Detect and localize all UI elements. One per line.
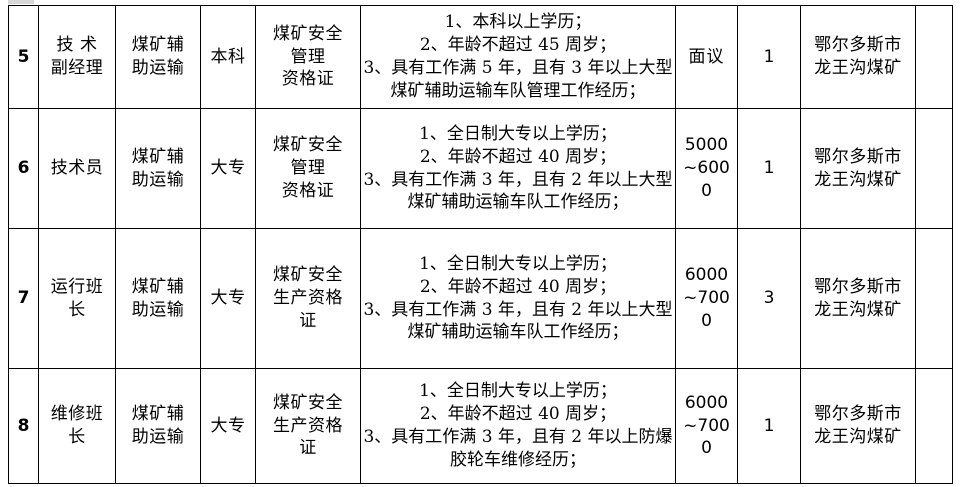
location-line-1: 鄂尔多斯市	[814, 35, 902, 56]
requirement-item: 1、本科以上学历；	[444, 12, 592, 33]
certificate-line-3: 证	[299, 310, 317, 331]
certificate-line-2: 管理	[290, 46, 326, 67]
requirements-cell: 1、全日制大专以上学历； 2、年龄不超过 40 周岁； 3、具有工作满 3 年，…	[360, 108, 676, 229]
recruitment-position-table: 5 技 术 副经理 煤矿辅 助运输 本科 煤矿安全 管理 资格证 1、本	[8, 5, 953, 484]
remark-cell	[915, 228, 953, 369]
table-row: 6 技术员 煤矿辅 助运输 大专 煤矿安全 管理 资格证 1、全日制大专以上学历…	[8, 108, 953, 229]
location-cell: 鄂尔多斯市 龙王沟煤矿	[800, 5, 916, 109]
certificate-cell: 煤矿安全 管理 资格证	[255, 108, 361, 229]
scan-artifact	[8, 0, 34, 4]
certificate-line-2: 生产资格	[273, 288, 343, 309]
headcount-cell: 1	[737, 108, 801, 229]
location-line-2: 龙王沟煤矿	[814, 427, 902, 447]
requirements-list: 1、全日制大专以上学历； 2、年龄不超过 40 周岁； 3、具有工作满 3 年，…	[363, 380, 673, 472]
certificate-line-3: 证	[299, 438, 317, 459]
location-line-1: 鄂尔多斯市	[814, 276, 902, 297]
position-line-2: 副经理	[50, 58, 104, 78]
position-line-1: 技 术	[56, 35, 98, 56]
requirement-item: 3、具有工作满 3 年，且有 2 年以上大型煤矿辅助运输车队工作经历；	[363, 299, 673, 343]
position-line-2: 长	[68, 299, 86, 320]
requirements-list: 1、全日制大专以上学历； 2、年龄不超过 40 周岁； 3、具有工作满 3 年，…	[363, 253, 673, 345]
certificate-line-3: 资格证	[281, 69, 335, 90]
certificate-line-1: 煤矿安全	[273, 392, 343, 413]
requirement-item: 3、具有工作满 3 年，且有 2 年以上大型煤矿辅助运输车队工作经历；	[363, 169, 673, 213]
department-line-1: 煤矿辅	[131, 404, 185, 425]
headcount-cell: 1	[737, 5, 801, 109]
location-cell: 鄂尔多斯市 龙王沟煤矿	[800, 108, 916, 229]
position-line-1: 维修班	[50, 404, 104, 425]
department-cell: 煤矿辅 助运输	[115, 108, 201, 229]
row-number: 8	[8, 368, 39, 484]
position-cell: 技 术 副经理	[38, 5, 116, 109]
row-number: 5	[8, 5, 39, 109]
remark-cell	[915, 368, 953, 484]
requirements-list: 1、本科以上学历； 2、年龄不超过 45 周岁； 3、具有工作满 5 年，且有 …	[363, 11, 673, 103]
requirements-cell: 1、全日制大专以上学历； 2、年龄不超过 40 周岁； 3、具有工作满 3 年，…	[360, 368, 676, 484]
requirement-item: 2、年龄不超过 40 周岁；	[419, 276, 617, 297]
certificate-line-3: 资格证	[281, 180, 335, 201]
table-row: 8 维修班 长 煤矿辅 助运输 大专 煤矿安全 生产资格 证 1、全日制	[8, 368, 953, 484]
location-line-2: 龙王沟煤矿	[814, 169, 902, 190]
requirement-item: 1、全日制大专以上学历；	[419, 123, 617, 144]
salary-cell: 6000~7000	[675, 368, 738, 484]
requirement-item: 2、年龄不超过 40 周岁；	[419, 146, 617, 167]
department-line-1: 煤矿辅	[131, 35, 185, 56]
department-line-2: 助运输	[131, 169, 185, 190]
location-line-2: 龙王沟煤矿	[814, 299, 902, 320]
education-cell: 大专	[200, 108, 256, 229]
position-cell: 技术员	[38, 108, 116, 229]
table-row: 5 技 术 副经理 煤矿辅 助运输 本科 煤矿安全 管理 资格证 1、本	[8, 5, 953, 109]
certificate-line-1: 煤矿安全	[273, 265, 343, 286]
certificate-line-2: 生产资格	[273, 415, 343, 436]
location-line-1: 鄂尔多斯市	[814, 404, 902, 425]
certificate-cell: 煤矿安全 生产资格 证	[255, 228, 361, 369]
position-line-2: 长	[68, 427, 86, 447]
salary-cell: 5000~6000	[675, 108, 738, 229]
department-cell: 煤矿辅 助运输	[115, 5, 201, 109]
headcount-cell: 3	[737, 228, 801, 369]
certificate-line-1: 煤矿安全	[273, 23, 343, 44]
salary-cell: 6000~7000	[675, 228, 738, 369]
department-line-1: 煤矿辅	[131, 276, 185, 297]
certificate-cell: 煤矿安全 生产资格 证	[255, 368, 361, 484]
requirements-cell: 1、全日制大专以上学历； 2、年龄不超过 40 周岁； 3、具有工作满 3 年，…	[360, 228, 676, 369]
salary-cell: 面议	[675, 5, 738, 109]
requirement-item: 2、年龄不超过 45 周岁；	[419, 35, 617, 56]
requirement-item: 1、全日制大专以上学历；	[419, 253, 617, 274]
location-line-2: 龙王沟煤矿	[814, 58, 902, 78]
education-cell: 大专	[200, 228, 256, 369]
row-number: 7	[8, 228, 39, 369]
department-line-2: 助运输	[131, 58, 185, 78]
position-cell: 运行班 长	[38, 228, 116, 369]
department-line-1: 煤矿辅	[131, 146, 185, 167]
certificate-line-1: 煤矿安全	[273, 135, 343, 156]
certificate-cell: 煤矿安全 管理 资格证	[255, 5, 361, 109]
requirement-item: 1、全日制大专以上学历；	[419, 381, 617, 402]
position-line-1: 运行班	[50, 276, 104, 297]
location-cell: 鄂尔多斯市 龙王沟煤矿	[800, 368, 916, 484]
certificate-line-2: 管理	[290, 158, 326, 179]
location-cell: 鄂尔多斯市 龙王沟煤矿	[800, 228, 916, 369]
education-cell: 本科	[200, 5, 256, 109]
remark-cell	[915, 5, 953, 109]
requirements-list: 1、全日制大专以上学历； 2、年龄不超过 40 周岁； 3、具有工作满 3 年，…	[363, 123, 673, 215]
department-cell: 煤矿辅 助运输	[115, 368, 201, 484]
requirement-item: 2、年龄不超过 40 周岁；	[419, 404, 617, 425]
position-cell: 维修班 长	[38, 368, 116, 484]
department-line-2: 助运输	[131, 299, 185, 320]
row-number: 6	[8, 108, 39, 229]
location-line-1: 鄂尔多斯市	[814, 146, 902, 167]
department-cell: 煤矿辅 助运输	[115, 228, 201, 369]
requirement-item: 3、具有工作满 5 年，且有 3 年以上大型煤矿辅助运输车队管理工作经历；	[363, 58, 673, 101]
headcount-cell: 1	[737, 368, 801, 484]
remark-cell	[915, 108, 953, 229]
department-line-2: 助运输	[131, 427, 185, 447]
requirement-item: 3、具有工作满 3 年，且有 2 年以上防爆胶轮车维修经历；	[363, 427, 673, 470]
education-cell: 大专	[200, 368, 256, 484]
table-row: 7 运行班 长 煤矿辅 助运输 大专 煤矿安全 生产资格 证 1、全日制	[8, 228, 953, 369]
requirements-cell: 1、本科以上学历； 2、年龄不超过 45 周岁； 3、具有工作满 5 年，且有 …	[360, 5, 676, 109]
